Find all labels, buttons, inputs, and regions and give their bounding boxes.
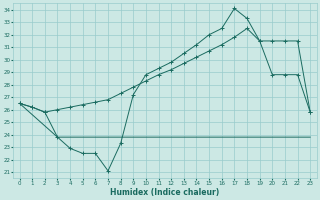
X-axis label: Humidex (Indice chaleur): Humidex (Indice chaleur) [110, 188, 220, 197]
